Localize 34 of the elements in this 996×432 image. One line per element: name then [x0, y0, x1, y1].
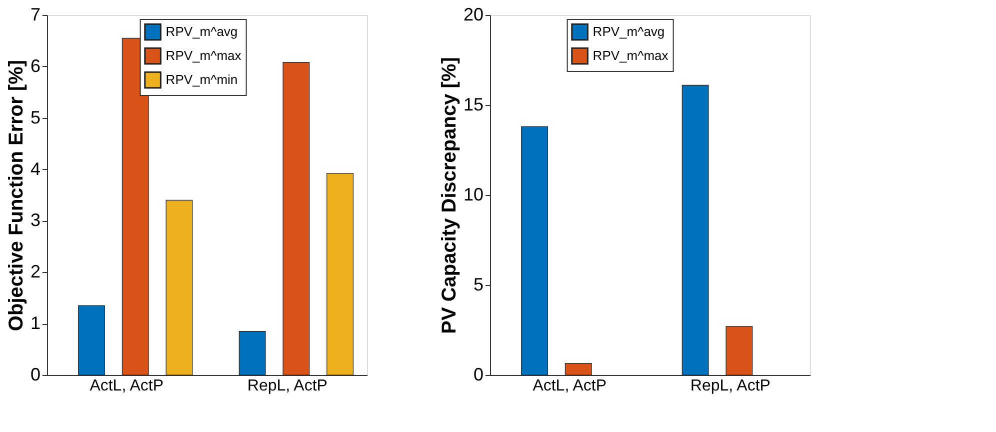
- y-tick-label: 3: [30, 210, 40, 230]
- x-tick-label: RepL, ActP: [690, 378, 770, 394]
- legend-label: RPV_m^max: [166, 48, 242, 63]
- x-tick-label: RepL, ActP: [247, 378, 328, 394]
- y-tick-label: 10: [463, 184, 484, 204]
- legend-label: RPV_m^avg: [592, 24, 665, 39]
- y-axis-title: Objective Function Error [%]: [5, 60, 28, 332]
- legend-label: RPV_m^max: [592, 48, 669, 63]
- y-tick-label: 4: [30, 158, 40, 179]
- x-tick-label: ActL, ActP: [90, 378, 164, 394]
- y-tick-label: 20: [463, 4, 484, 24]
- y-tick-label: 0: [30, 364, 40, 384]
- x-tick-label: ActL, ActP: [532, 378, 607, 394]
- bar: [326, 173, 354, 376]
- bar: [521, 126, 548, 376]
- y-axis-title: PV Capacity Discrepancy [%]: [438, 57, 460, 334]
- y-tick-label: 7: [30, 4, 40, 24]
- bar: [564, 363, 592, 376]
- bar: [282, 62, 310, 376]
- bar: [78, 305, 105, 376]
- y-tick-label: 2: [30, 262, 40, 282]
- y-tick-label: 5: [30, 107, 40, 128]
- legend-label: RPV_m^avg: [166, 24, 238, 39]
- bar: [166, 200, 193, 376]
- y-tick-label: 0: [473, 364, 484, 384]
- y-tick-label: 6: [30, 56, 40, 76]
- y-tick-label: 1: [30, 313, 40, 334]
- bar: [682, 84, 709, 376]
- y-tick-label: 5: [473, 274, 484, 294]
- legend-label: RPV_m^min: [166, 72, 238, 87]
- bar: [726, 326, 753, 376]
- y-tick-label: 15: [463, 94, 484, 114]
- bar: [122, 38, 149, 376]
- bar: [238, 330, 266, 376]
